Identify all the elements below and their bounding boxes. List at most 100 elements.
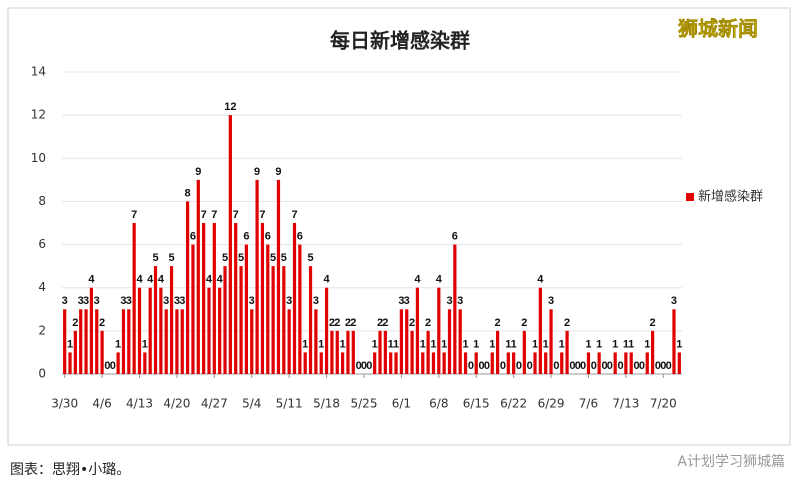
data-label: 2 <box>564 317 570 329</box>
data-label: 1 <box>596 338 602 350</box>
data-label: 1 <box>388 338 394 350</box>
data-label: 2 <box>521 317 527 329</box>
bar <box>159 287 163 374</box>
data-label: 3 <box>126 295 132 307</box>
bar <box>191 244 195 374</box>
bar <box>389 352 393 374</box>
bar <box>282 266 286 374</box>
x-tick-label: 6/8 <box>429 397 448 411</box>
bar <box>271 266 275 374</box>
bar <box>453 244 457 374</box>
x-tick-label: 5/11 <box>276 397 303 411</box>
data-label: 0 <box>110 360 116 372</box>
data-label: 2 <box>334 317 340 329</box>
bar <box>250 309 254 374</box>
data-label: 8 <box>185 187 191 199</box>
bar <box>410 330 414 374</box>
data-label: 1 <box>462 338 468 350</box>
bar <box>629 352 633 374</box>
data-label: 1 <box>420 338 426 350</box>
bar <box>218 287 222 374</box>
y-tick-label: 6 <box>38 237 46 251</box>
x-tick-label: 6/22 <box>500 397 527 411</box>
watermark: 狮城新闻 <box>678 17 758 41</box>
data-label: 3 <box>286 295 292 307</box>
bar <box>260 223 265 374</box>
bar <box>394 352 398 374</box>
x-tick-label: 4/20 <box>163 397 190 411</box>
data-label: 3 <box>62 295 68 307</box>
bar <box>121 309 126 374</box>
data-label: 2 <box>382 317 388 329</box>
data-label: 3 <box>163 295 169 307</box>
bar <box>223 266 227 374</box>
bar <box>308 266 313 374</box>
data-label: 1 <box>115 338 121 350</box>
bar <box>207 287 211 374</box>
data-label: 0 <box>580 360 586 372</box>
data-label: 2 <box>377 317 383 329</box>
bar <box>677 352 681 374</box>
data-label: 0 <box>617 360 623 372</box>
data-label: 0 <box>484 360 490 372</box>
data-label: 0 <box>634 360 640 372</box>
bar <box>335 330 339 374</box>
data-label: 0 <box>479 360 485 372</box>
x-tick-label: 6/15 <box>463 397 490 411</box>
bar <box>378 330 382 374</box>
y-tick-label: 4 <box>38 280 46 294</box>
bar <box>346 330 350 374</box>
bar <box>79 309 83 374</box>
bar <box>212 223 216 374</box>
bar <box>276 179 281 374</box>
data-label: 4 <box>88 274 95 286</box>
bar <box>196 179 200 374</box>
bar <box>383 330 387 374</box>
data-label: 4 <box>206 274 213 286</box>
data-label: 0 <box>104 360 110 372</box>
bar <box>202 223 206 374</box>
data-label: 6 <box>190 230 196 242</box>
data-label: 4 <box>414 274 421 286</box>
data-label: 2 <box>650 317 656 329</box>
x-tick-label: 5/18 <box>313 397 340 411</box>
bar <box>164 309 168 374</box>
data-label: 3 <box>313 295 319 307</box>
bar <box>116 352 120 374</box>
data-label: 0 <box>575 360 581 372</box>
x-tick-label: 3/30 <box>51 397 78 411</box>
bar <box>645 352 649 374</box>
data-label: 5 <box>222 252 228 264</box>
chart-title: 每日新增感染群 <box>330 29 470 53</box>
bar <box>255 179 259 374</box>
bar <box>426 330 430 374</box>
data-label: 2 <box>72 317 78 329</box>
data-label: 4 <box>436 274 443 286</box>
data-label: 3 <box>83 295 89 307</box>
data-label: 1 <box>511 338 517 350</box>
bar <box>672 309 676 374</box>
x-tick-label: 4/27 <box>201 397 228 411</box>
data-label: 7 <box>259 209 265 221</box>
bar <box>597 352 601 374</box>
data-label: 7 <box>211 209 217 221</box>
data-label: 1 <box>612 338 618 350</box>
data-label: 0 <box>639 360 645 372</box>
y-tick-label: 2 <box>38 323 46 337</box>
bar <box>463 352 468 374</box>
bar <box>132 223 136 374</box>
data-label: 6 <box>265 230 271 242</box>
data-label: 6 <box>452 230 458 242</box>
data-label: 0 <box>660 360 666 372</box>
x-tick-label: 5/25 <box>351 397 378 411</box>
bar <box>175 309 179 374</box>
bar <box>100 330 104 374</box>
bar <box>244 244 248 374</box>
bar <box>84 309 88 374</box>
bar <box>415 287 420 374</box>
data-label: 5 <box>307 252 313 264</box>
data-label: 2 <box>425 317 431 329</box>
data-label: 5 <box>152 252 158 264</box>
y-tick-label: 12 <box>31 108 46 122</box>
